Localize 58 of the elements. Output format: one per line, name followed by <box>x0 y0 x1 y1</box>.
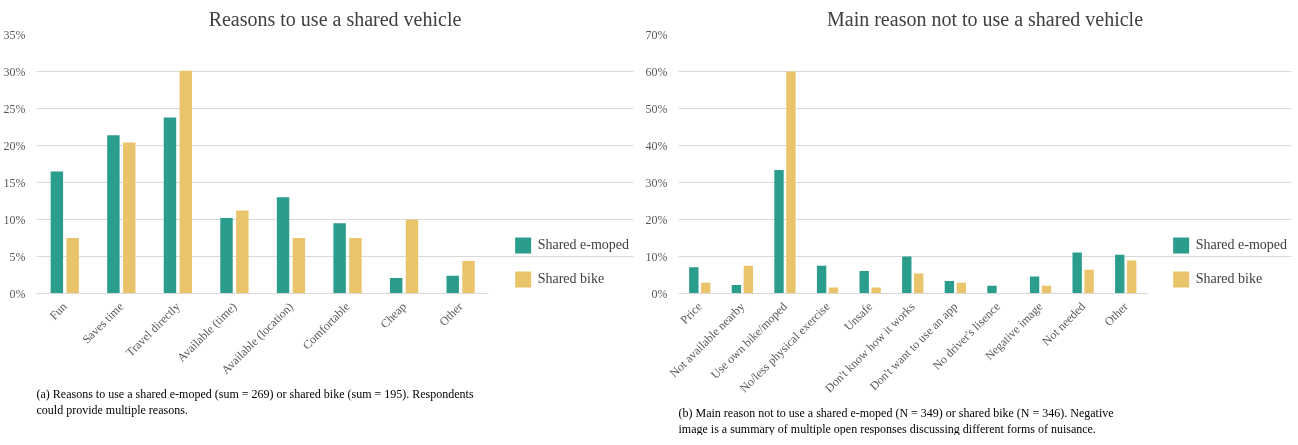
bar <box>689 267 699 294</box>
x-tick-label: Fun <box>46 299 70 323</box>
y-tick-label: 25% <box>3 101 26 116</box>
bar <box>349 238 362 294</box>
y-tick-label: 5% <box>9 249 26 264</box>
bar <box>292 238 306 294</box>
bar <box>914 273 924 294</box>
y-tick-label: 30% <box>645 175 668 190</box>
bar <box>944 280 955 294</box>
y-tick-label: 0% <box>651 286 668 301</box>
bar <box>786 71 796 294</box>
bar <box>1084 269 1094 294</box>
chart-title: Main reason not to use a shared vehicle <box>827 7 1144 30</box>
bar <box>179 70 193 294</box>
y-tick-label: 10% <box>3 212 26 227</box>
bar <box>163 117 177 294</box>
y-tick-label: 40% <box>645 138 668 153</box>
bar <box>446 275 459 294</box>
bar <box>50 171 64 294</box>
bar <box>859 270 869 294</box>
y-tick-label: 20% <box>3 138 26 153</box>
legend-label: Shared bike <box>1195 271 1263 287</box>
bar <box>462 260 475 294</box>
legend-label: Shared bike <box>537 271 605 287</box>
bar <box>1127 260 1137 294</box>
bar <box>389 277 403 294</box>
bar <box>333 223 346 294</box>
bar <box>731 284 742 294</box>
legend-label: Shared e-moped <box>1195 237 1287 253</box>
bar <box>902 256 912 294</box>
bar <box>816 265 827 294</box>
bar <box>66 238 79 294</box>
y-tick-label: 30% <box>3 64 26 79</box>
bar <box>774 169 784 294</box>
y-tick-label: 70% <box>645 27 668 42</box>
bar <box>220 218 233 294</box>
bar <box>236 210 249 294</box>
bar <box>987 285 997 294</box>
bar <box>123 142 136 294</box>
text: (b) Main reason not to use a shared e-moped (N = 349) or shared bike (N = 346). Negative image is a summary of multiple open responses discussing different forms of nuisance. <box>678 405 1114 436</box>
y-tick-label: 50% <box>645 101 668 116</box>
bar <box>1115 254 1125 294</box>
y-tick-label: 60% <box>645 64 668 79</box>
y-tick-label: 15% <box>3 175 26 190</box>
bar <box>871 287 881 294</box>
text: (a) Reasons to use a shared e-moped (sum = 269) or shared bike (sum = 195). Respondents could provide multiple reasons. <box>36 386 474 417</box>
bar <box>276 197 290 294</box>
bar <box>1072 252 1082 294</box>
chart-title: Reasons to use a shared vehicle <box>208 7 462 30</box>
y-tick-label: 20% <box>645 212 668 227</box>
bar <box>405 219 419 294</box>
bar <box>1029 276 1040 294</box>
bar <box>743 265 754 294</box>
legend-label: Shared e-moped <box>537 237 629 253</box>
y-tick-label: 10% <box>645 249 668 264</box>
y-tick-label: 0% <box>9 286 26 301</box>
bar <box>107 135 120 294</box>
y-tick-label: 35% <box>3 27 26 42</box>
